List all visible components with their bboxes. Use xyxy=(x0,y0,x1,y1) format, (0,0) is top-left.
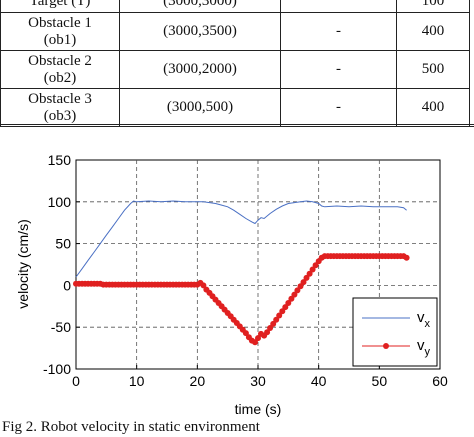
y-tick-label: -50 xyxy=(51,319,71,335)
data-point-vy xyxy=(300,279,307,286)
table-row-ob1: Obstacle 1 (ob1) (3000,3500) - 400 xyxy=(0,12,470,51)
table-cell-dash: - xyxy=(280,50,397,89)
x-tick-label: 30 xyxy=(250,373,266,389)
legend-label-vx: vx xyxy=(417,309,431,330)
table-cell-coords: (3000,3000) xyxy=(119,0,281,13)
data-point-vy xyxy=(312,262,319,269)
legend-label-vy: vy xyxy=(417,337,431,358)
x-tick-label: 50 xyxy=(372,373,388,389)
data-point-vy xyxy=(270,320,277,327)
data-point-vy xyxy=(255,335,261,342)
y-tick-label: 100 xyxy=(48,194,72,210)
data-point-vy xyxy=(279,308,286,315)
series-layer xyxy=(73,200,410,346)
data-point-vy xyxy=(288,295,295,302)
table-row-ob2: Obstacle 2 (ob2) (3000,2000) - 500 xyxy=(0,50,470,89)
x-tick-label: 40 xyxy=(311,373,327,389)
data-point-vy xyxy=(294,287,301,294)
table-cell-name: Obstacle 3 (ob3) xyxy=(0,88,120,127)
table-cell-dash: - xyxy=(280,88,397,127)
y-axis-label: velocity (cm/s) xyxy=(15,219,31,308)
data-point-vy xyxy=(276,312,283,319)
legend-marker-vy xyxy=(383,343,389,349)
data-point-vy xyxy=(297,283,304,290)
table-cell-value: 100 xyxy=(396,0,470,13)
data-point-vy xyxy=(200,282,207,289)
parameter-table-grid: Target (T) (3000,3000) 100 Obstacle 1 (o… xyxy=(0,0,470,127)
table-cell-name: Obstacle 1 (ob1) xyxy=(0,12,120,51)
data-point-vy xyxy=(285,300,292,306)
data-point-vy xyxy=(309,266,316,273)
axis-ticks: 0 10 20 30 40 50 60 -100 -50 0 50 100 150 xyxy=(43,152,448,389)
data-point-vy xyxy=(273,316,280,323)
x-tick-label: 20 xyxy=(190,373,206,389)
x-tick-label: 0 xyxy=(72,373,80,389)
table-bottom-rule xyxy=(0,124,474,127)
table-cell-coords: (3000,3500) xyxy=(119,12,281,51)
data-point-vy xyxy=(282,304,289,311)
table-cell-coords: (3000,500) xyxy=(119,88,281,127)
table-cell-dash xyxy=(280,0,397,13)
data-point-vy xyxy=(306,270,313,277)
table-cell-dash: - xyxy=(280,12,397,51)
data-point-vy xyxy=(252,339,258,346)
data-point-vy xyxy=(291,291,298,298)
table-cell-value: 400 xyxy=(396,88,470,127)
velocity-chart: 0 10 20 30 40 50 60 -100 -50 0 50 100 150 time (s) v… xyxy=(15,152,448,417)
data-point-vy xyxy=(303,274,310,281)
data-point-vy xyxy=(403,254,410,261)
x-axis-label: time (s) xyxy=(235,401,282,417)
figure-caption: Fig 2. Robot velocity in static environm… xyxy=(2,419,260,435)
y-tick-label: 50 xyxy=(55,236,71,252)
parameter-table: Target (T) (3000,3000) 100 Obstacle 1 (o… xyxy=(0,0,474,128)
data-point-vy xyxy=(264,329,271,336)
table-row-target: Target (T) (3000,3000) 100 xyxy=(0,0,470,13)
legend-box xyxy=(352,297,438,367)
data-point-vy xyxy=(267,325,274,331)
table-row-ob3: Obstacle 3 (ob3) (3000,500) - 400 xyxy=(0,88,470,127)
y-tick-label: 0 xyxy=(63,277,71,293)
series-line-vx xyxy=(75,200,407,278)
y-tick-label: 150 xyxy=(48,152,72,168)
table-cell-value: 500 xyxy=(396,50,470,89)
x-tick-label: 60 xyxy=(432,373,448,389)
table-cell-coords: (3000,2000) xyxy=(119,50,281,89)
table-cell-name: Obstacle 2 (ob2) xyxy=(0,50,120,89)
data-point-vy xyxy=(242,330,249,337)
legend: vx vy xyxy=(352,297,438,367)
table-cell-name: Target (T) xyxy=(0,0,120,13)
table-cell-value: 400 xyxy=(396,12,470,51)
y-tick-label: -100 xyxy=(43,361,71,377)
x-tick-label: 10 xyxy=(129,373,145,389)
